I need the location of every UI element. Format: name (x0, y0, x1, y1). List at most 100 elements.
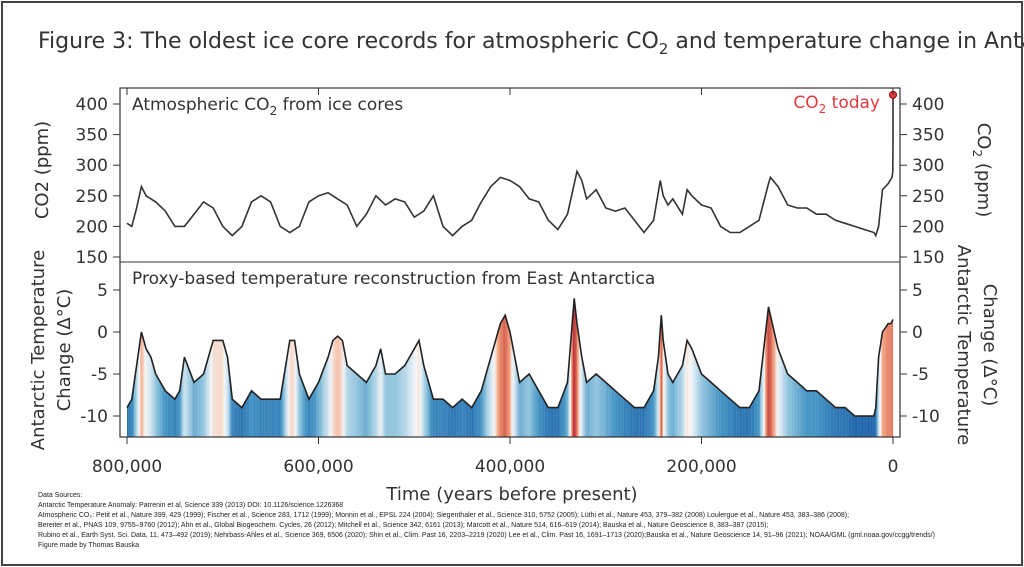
temperature-stripe (368, 377, 371, 437)
temperature-stripe (231, 393, 233, 437)
temperature-stripe (366, 381, 368, 437)
temperature-stripe (585, 379, 587, 438)
temperature-stripe (195, 380, 197, 437)
temperature-stripe (869, 416, 871, 437)
temperature-stripe (701, 374, 703, 437)
temperature-stripe (636, 407, 639, 437)
temperature-stripe (141, 334, 143, 437)
temperature-stripe (694, 356, 696, 437)
temperature-stripe (610, 387, 612, 437)
temperature-stripe (873, 413, 876, 437)
temperature-stripe (281, 388, 283, 437)
temperature-stripe (557, 406, 560, 437)
temperature-series-line (126, 298, 894, 417)
temperature-stripe (786, 372, 788, 437)
temperature-stripe (457, 402, 459, 437)
temperature-stripe (214, 340, 216, 437)
temp-tick-label-left: -10 (80, 407, 108, 427)
temperature-stripe (575, 318, 578, 437)
temperature-stripe (347, 366, 349, 437)
temperature-stripe (153, 367, 155, 437)
temperature-stripe (749, 406, 751, 437)
temperature-stripe (283, 373, 286, 437)
temperature-stripe (658, 348, 660, 437)
temp-ylabel-left-2: Change (Δ°C) (54, 289, 75, 412)
temperature-stripe (341, 339, 343, 437)
temperature-stripe (268, 399, 270, 437)
co2-panel-label: Atmospheric CO2 from ice cores (132, 95, 403, 118)
temperature-stripe (791, 377, 793, 437)
temperature-stripe (802, 387, 804, 437)
temperature-stripe (719, 390, 721, 437)
temperature-stripe (887, 324, 889, 437)
temperature-stripe (547, 406, 549, 437)
temperature-stripe (612, 389, 615, 437)
temperature-stripe (454, 405, 457, 437)
temperature-stripe (192, 380, 195, 437)
temperature-stripe (867, 416, 870, 437)
co2-ylabel-left: CO2 (ppm) (32, 121, 53, 219)
temperature-stripe (764, 333, 767, 437)
temperature-stripe (132, 386, 135, 437)
temperature-stripe (495, 338, 497, 437)
temperature-stripe (599, 377, 602, 437)
temperature-stripe (188, 368, 190, 437)
temperature-stripe (487, 367, 489, 437)
temperature-stripe (435, 399, 438, 437)
temperature-stripe (563, 390, 566, 437)
temperature-stripe (567, 375, 569, 437)
temperature-stripe (271, 399, 274, 437)
temperature-stripe (302, 385, 305, 437)
temperature-stripe (524, 377, 526, 437)
temperature-stripe (326, 358, 329, 437)
temperature-stripe (500, 322, 502, 437)
temperature-stripe (255, 394, 257, 437)
temperature-stripe (629, 403, 631, 437)
temperature-stripe (735, 403, 737, 437)
temperature-stripe (738, 407, 740, 437)
temperature-stripe (408, 358, 410, 438)
temperature-stripe (866, 416, 868, 437)
temperature-stripe (480, 391, 482, 437)
temperature-stripe (588, 379, 591, 437)
temperature-stripe (684, 349, 687, 437)
temperature-stripe (280, 395, 282, 437)
temperature-stripe (790, 376, 792, 437)
temperature-stripe (492, 350, 494, 437)
co2-tick-label-left: 300 (76, 156, 108, 176)
temperature-stripe (877, 367, 879, 437)
temperature-stripe (824, 398, 827, 437)
temperature-stripe (683, 356, 685, 437)
temp-tick-label-left: 0 (97, 323, 108, 343)
temperature-stripe (286, 358, 288, 437)
temperature-stripe (155, 375, 158, 437)
temperature-stripe (881, 337, 883, 437)
temperature-stripe (131, 395, 134, 437)
temperature-stripe (356, 374, 359, 437)
co2-tick-label-left: 200 (76, 217, 108, 237)
temperature-stripe (383, 364, 385, 437)
temperature-stripe (593, 375, 596, 437)
temperature-stripe (177, 393, 179, 437)
temperature-stripe (845, 408, 847, 437)
x-axis-label: Time (years before present) (385, 484, 637, 505)
x-tick-label: 0 (888, 457, 899, 477)
temperature-stripe (287, 351, 289, 437)
temperature-stripe (768, 309, 770, 437)
temperature-stripe (569, 345, 572, 437)
temperature-stripe (263, 399, 265, 437)
temperature-stripe (523, 378, 525, 437)
temperature-stripe (172, 397, 174, 437)
temperature-stripe (330, 346, 332, 437)
temperature-stripe (190, 374, 192, 437)
temperature-stripe (761, 364, 763, 437)
temperature-stripe (210, 346, 213, 437)
temperature-stripe (721, 392, 724, 437)
temperature-stripe (817, 392, 819, 437)
temperature-stripe (378, 355, 380, 437)
temperature-stripe (808, 390, 810, 437)
temperature-stripe (883, 329, 885, 437)
temperature-stripe (405, 362, 408, 437)
temperature-stripe (312, 391, 314, 437)
